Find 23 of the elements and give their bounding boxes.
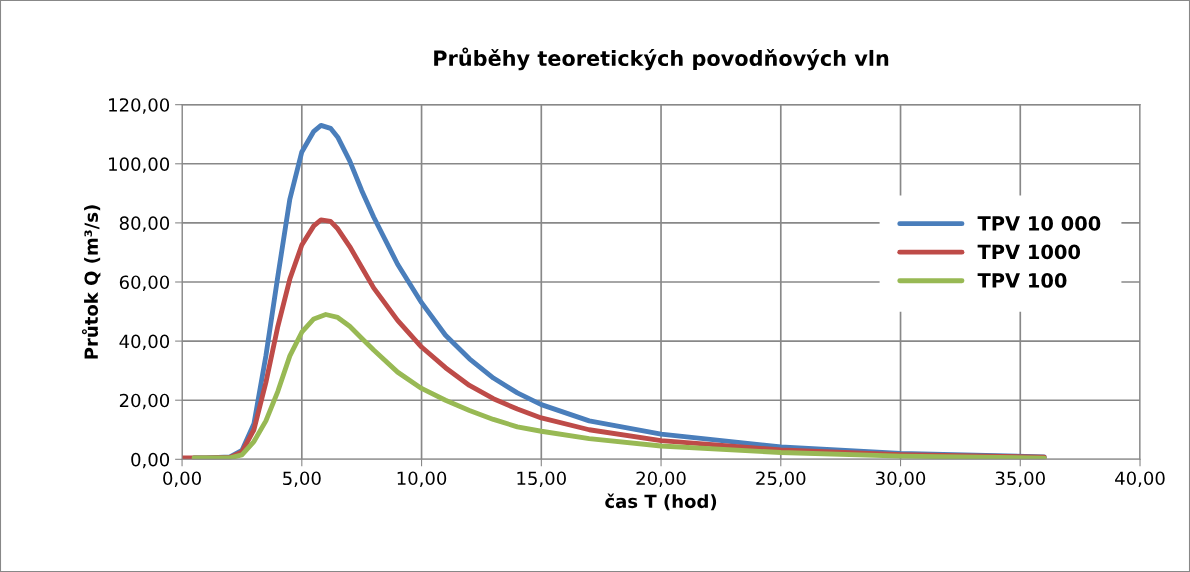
legend-label: TPV 10 000 xyxy=(977,216,1101,231)
y-axis-title: Průtok Q (m³/s) xyxy=(81,205,101,359)
x-tick-label: 25,00 xyxy=(756,471,806,487)
y-tick-label: 120,00 xyxy=(109,98,170,114)
y-tick-label: 60,00 xyxy=(119,275,170,291)
legend-label: TPV 1000 xyxy=(977,244,1081,260)
x-tick-label: 30,00 xyxy=(876,471,926,487)
x-tick-label: 20,00 xyxy=(636,471,686,487)
x-axis-title: čas T (hod) xyxy=(605,493,717,511)
line-series xyxy=(191,312,1047,460)
y-tick-label: 0,00 xyxy=(131,452,170,469)
x-tick-label: 15,00 xyxy=(517,471,566,487)
chart-title: Průběhy teoretických povodňových vln xyxy=(434,47,889,71)
x-tick-label: 5,00 xyxy=(283,471,321,487)
x-tick-label: 0,00 xyxy=(163,471,201,487)
x-tick-label: 35,00 xyxy=(995,471,1045,487)
y-tick-label: 80,00 xyxy=(119,216,170,232)
y-tick-label: 20,00 xyxy=(119,393,170,410)
x-tick-label: 40,00 xyxy=(1115,471,1165,487)
x-tick-label: 10,00 xyxy=(397,471,447,487)
y-tick-label: 100,00 xyxy=(109,157,170,173)
legend-label: TPV 100 xyxy=(977,273,1067,288)
y-tick-label: 40,00 xyxy=(119,334,170,351)
